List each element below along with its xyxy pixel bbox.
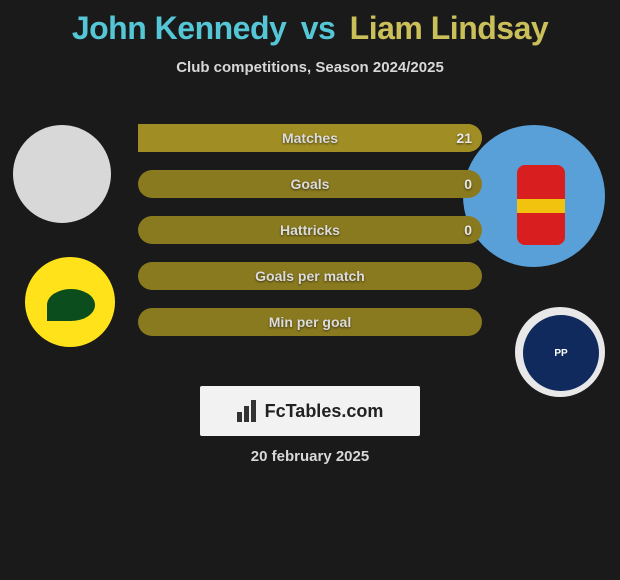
stat-bar: Goals per match bbox=[138, 262, 482, 290]
comparison-bars: Matches21Goals0Hattricks0Goals per match… bbox=[138, 124, 482, 354]
stat-value-right: 0 bbox=[464, 170, 472, 198]
crest-initials: PP bbox=[523, 315, 599, 391]
stat-label: Min per goal bbox=[138, 308, 482, 336]
stat-value-right: 0 bbox=[464, 216, 472, 244]
stat-bar: Matches21 bbox=[138, 124, 482, 152]
player2-name: Liam Lindsay bbox=[350, 10, 549, 46]
stat-bar: Min per goal bbox=[138, 308, 482, 336]
vs-text: vs bbox=[301, 10, 336, 46]
brand-badge: FcTables.com bbox=[200, 386, 420, 436]
player1-crest bbox=[20, 252, 120, 352]
stat-bar: Goals0 bbox=[138, 170, 482, 198]
stat-label: Hattricks bbox=[138, 216, 482, 244]
stat-label: Goals per match bbox=[138, 262, 482, 290]
stat-bar: Hattricks0 bbox=[138, 216, 482, 244]
player2-crest: PP bbox=[510, 302, 610, 402]
player1-avatar bbox=[8, 120, 116, 228]
stat-label: Goals bbox=[138, 170, 482, 198]
brand-text: FcTables.com bbox=[265, 401, 384, 422]
stat-label: Matches bbox=[138, 124, 482, 152]
subtitle: Club competitions, Season 2024/2025 bbox=[0, 59, 620, 76]
player1-name: John Kennedy bbox=[72, 10, 286, 46]
stat-value-right: 21 bbox=[456, 124, 472, 152]
footer-date: 20 february 2025 bbox=[0, 448, 620, 465]
bar-chart-icon bbox=[237, 400, 259, 422]
comparison-title: John Kennedy vs Liam Lindsay bbox=[0, 0, 620, 47]
